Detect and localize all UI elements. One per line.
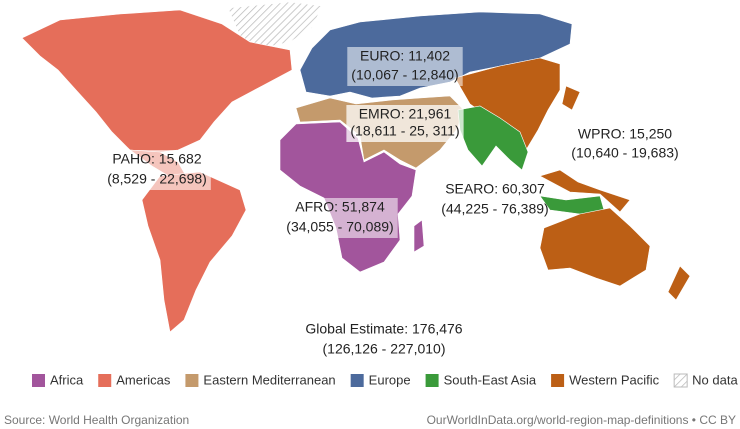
- legend-swatch: [425, 374, 439, 387]
- legend-label: Africa: [50, 372, 84, 387]
- label-title: AFRO: 51,874: [295, 199, 385, 215]
- credit: OurWorldInData.org/world-region-map-defi…: [427, 413, 736, 427]
- legend-swatch: [673, 373, 688, 388]
- region-shape: [413, 219, 425, 253]
- label-title: WPRO: 15,250: [578, 126, 672, 142]
- region-label: AFRO: 51,874 (34,055 - 70,089): [282, 198, 398, 238]
- legend-label: Western Pacific: [569, 372, 660, 387]
- label-range: (10,640 - 19,683): [571, 145, 678, 161]
- legend-swatch: [98, 374, 112, 387]
- region-label: PAHO: 15,682 (8,529 - 22,698): [103, 150, 211, 190]
- label-background: [346, 105, 464, 142]
- region-shape: [539, 169, 631, 213]
- region-shape: [539, 207, 651, 287]
- label-range: (126,126 - 227,010): [323, 341, 446, 357]
- label-range: (8,529 - 22,698): [107, 171, 207, 187]
- label-title: EURO: 11,402: [360, 48, 450, 64]
- legend-label: No data: [692, 372, 738, 387]
- region-shape: [21, 9, 293, 153]
- label-title: EMRO: 21,961: [359, 106, 452, 122]
- legend-swatch: [350, 374, 364, 387]
- region-shape: [561, 85, 581, 111]
- legend-swatch: [185, 374, 199, 387]
- label-title: SEARO: 60,307: [445, 181, 545, 197]
- legend-label: Europe: [369, 372, 411, 387]
- label-background: [347, 47, 463, 86]
- region-label: SEARO: 60,307 (44,225 - 76,389): [441, 181, 548, 217]
- legend-swatch: [551, 374, 565, 387]
- region-shape: [667, 265, 691, 301]
- label-range: (10,067 - 12,840): [351, 67, 458, 83]
- label-background: [103, 150, 211, 190]
- legend-swatch: [32, 374, 45, 387]
- legend-label: South-East Asia: [444, 372, 537, 387]
- label-range: (44,225 - 76,389): [441, 201, 548, 217]
- region-label: EURO: 11,402 (10,067 - 12,840): [347, 47, 463, 86]
- region-shape: [141, 171, 247, 333]
- label-background: [282, 198, 398, 238]
- region-label: Global Estimate: 176,476 (126,126 - 227,0…: [305, 321, 462, 357]
- label-range: (34,055 - 70,089): [286, 219, 393, 235]
- region-label: EMRO: 21,961(18,611 - 25, 311): [346, 105, 464, 142]
- region-shape: [457, 105, 529, 171]
- region-label: WPRO: 15,250 (10,640 - 19,683): [571, 126, 678, 161]
- label-title: PAHO: 15,682: [112, 151, 201, 167]
- legend-label: Eastern Mediterranean: [203, 372, 335, 387]
- legend-label: Americas: [116, 372, 171, 387]
- label-title: Global Estimate: 176,476: [305, 321, 462, 337]
- source: Source: World Health Organization: [4, 413, 189, 427]
- label-range: (18,611 - 25, 311): [350, 123, 459, 139]
